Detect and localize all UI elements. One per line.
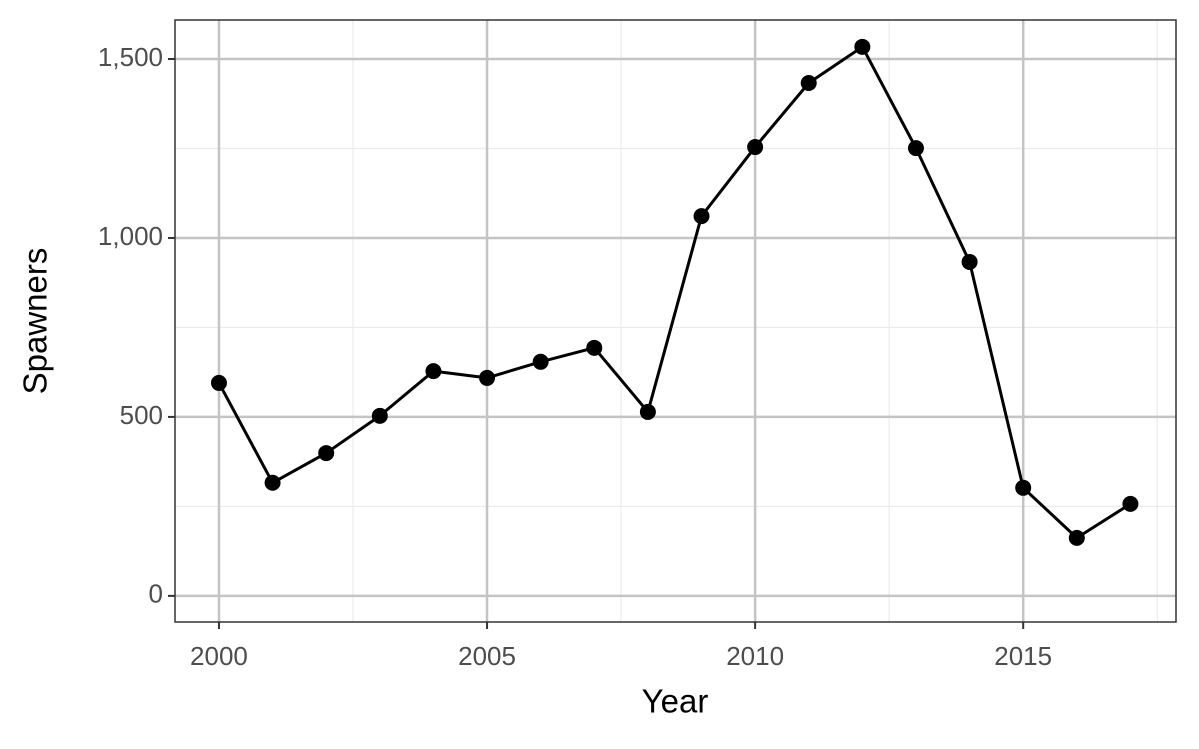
y-tick-label: 500 xyxy=(120,400,163,430)
data-point xyxy=(479,369,496,386)
x-tick-label: 2000 xyxy=(190,641,248,671)
data-point xyxy=(371,407,388,424)
x-tick-label: 2005 xyxy=(458,641,516,671)
data-point xyxy=(693,208,710,225)
data-point xyxy=(425,363,442,380)
data-point xyxy=(800,74,817,91)
data-point xyxy=(747,139,764,156)
x-axis-title: Year xyxy=(642,683,709,720)
data-point xyxy=(532,353,549,370)
data-point xyxy=(1068,529,1085,546)
data-point xyxy=(586,339,603,356)
series-line xyxy=(217,45,1132,540)
data-point xyxy=(1015,479,1032,496)
y-tick-label: 0 xyxy=(149,579,163,609)
data-point xyxy=(210,374,227,391)
data-point xyxy=(961,253,978,270)
x-tick-label: 2010 xyxy=(726,641,784,671)
x-tick-label: 2015 xyxy=(994,641,1052,671)
data-point xyxy=(907,140,924,157)
data-point xyxy=(854,38,871,55)
panel-border xyxy=(174,19,1177,623)
data-point xyxy=(1122,495,1139,512)
y-tick-label: 1,000 xyxy=(98,221,163,251)
data-point xyxy=(639,403,656,420)
data-point xyxy=(318,445,335,462)
y-tick-label: 1,500 xyxy=(98,42,163,72)
y-axis-title: Spawners xyxy=(17,248,54,395)
data-point xyxy=(264,474,281,491)
